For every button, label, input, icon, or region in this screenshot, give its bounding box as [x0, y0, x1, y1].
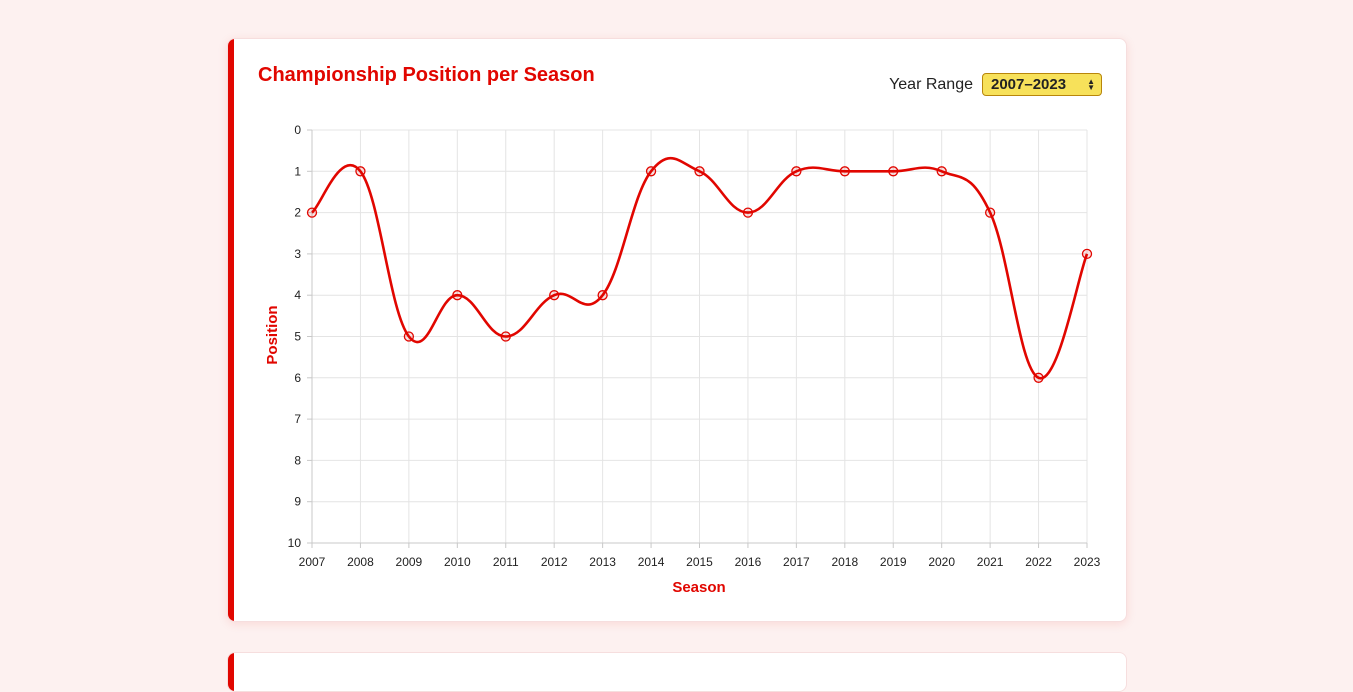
x-tick-label: 2023 — [1074, 555, 1101, 569]
x-tick-label: 2010 — [444, 555, 471, 569]
year-range-control: Year Range 2007–2023 ▲ ▼ — [889, 73, 1102, 96]
x-tick-label: 2013 — [589, 555, 616, 569]
card-accent-bar — [228, 39, 234, 621]
data-point[interactable] — [1081, 248, 1093, 260]
card-title: Championship Position per Season — [258, 64, 595, 86]
y-tick-label: 10 — [288, 536, 302, 550]
y-tick-label: 0 — [294, 123, 301, 137]
x-tick-label: 2019 — [880, 555, 907, 569]
data-point[interactable] — [549, 290, 560, 301]
data-point[interactable] — [984, 207, 996, 218]
y-tick-label: 6 — [294, 371, 301, 385]
data-point[interactable] — [306, 207, 318, 218]
data-point[interactable] — [452, 290, 463, 301]
data-point[interactable] — [500, 331, 511, 342]
series-points — [306, 166, 1093, 383]
y-tick-label: 7 — [294, 412, 301, 426]
y-tick-label: 8 — [294, 453, 301, 467]
x-tick-label: 2018 — [831, 555, 858, 569]
chart-svg: 0 1 2 3 4 5 6 7 8 9 10 2007 2008 2009 2010 2011 2012 201… — [264, 123, 1101, 596]
position-chart-card: Championship Position per Season Year Ra… — [227, 38, 1127, 622]
y-axis-ticks: 0 1 2 3 4 5 6 7 8 9 10 — [288, 123, 302, 550]
card-accent-bar — [228, 653, 234, 691]
second-card — [227, 652, 1127, 692]
data-point[interactable] — [742, 207, 754, 218]
data-point[interactable] — [888, 166, 899, 177]
x-axis-ticks: 2007 2008 2009 2010 2011 2012 2013 2014 2015 2016… — [299, 555, 1101, 569]
data-point[interactable] — [791, 166, 802, 177]
x-tick-label: 2017 — [783, 555, 810, 569]
series-line — [311, 157, 1089, 380]
x-tick-label: 2008 — [347, 555, 374, 569]
x-tick-label: 2007 — [299, 555, 326, 569]
x-tick-label: 2022 — [1025, 555, 1052, 569]
year-range-select[interactable]: 2007–2023 ▲ ▼ — [982, 73, 1102, 96]
y-tick-label: 1 — [294, 164, 301, 178]
x-tick-label: 2011 — [493, 555, 519, 569]
y-tick-label: 9 — [294, 495, 301, 509]
data-point[interactable] — [645, 166, 657, 177]
y-tick-label: 3 — [294, 247, 301, 261]
data-point[interactable] — [694, 166, 705, 177]
x-tick-label: 2014 — [638, 555, 665, 569]
year-range-value: 2007–2023 — [991, 76, 1067, 93]
data-point[interactable] — [597, 290, 608, 301]
y-tick-label: 5 — [294, 330, 301, 344]
data-point[interactable] — [1033, 372, 1044, 383]
data-point[interactable] — [936, 166, 947, 177]
x-tick-label: 2021 — [977, 555, 1004, 569]
year-range-label: Year Range — [889, 75, 973, 93]
y-tick-label: 2 — [294, 206, 301, 220]
x-axis-label: Season — [672, 579, 725, 596]
x-tick-label: 2020 — [928, 555, 955, 569]
y-axis-label: Position — [264, 305, 281, 364]
x-tick-label: 2016 — [735, 555, 762, 569]
x-tick-label: 2015 — [686, 555, 713, 569]
chart-grid — [307, 129, 1088, 548]
data-point[interactable] — [403, 331, 415, 342]
select-arrows-icon: ▲ ▼ — [1087, 76, 1095, 92]
data-point[interactable] — [355, 166, 366, 177]
x-tick-label: 2009 — [396, 555, 423, 569]
y-tick-label: 4 — [294, 288, 301, 302]
data-point[interactable] — [839, 166, 850, 177]
x-tick-label: 2012 — [541, 555, 568, 569]
